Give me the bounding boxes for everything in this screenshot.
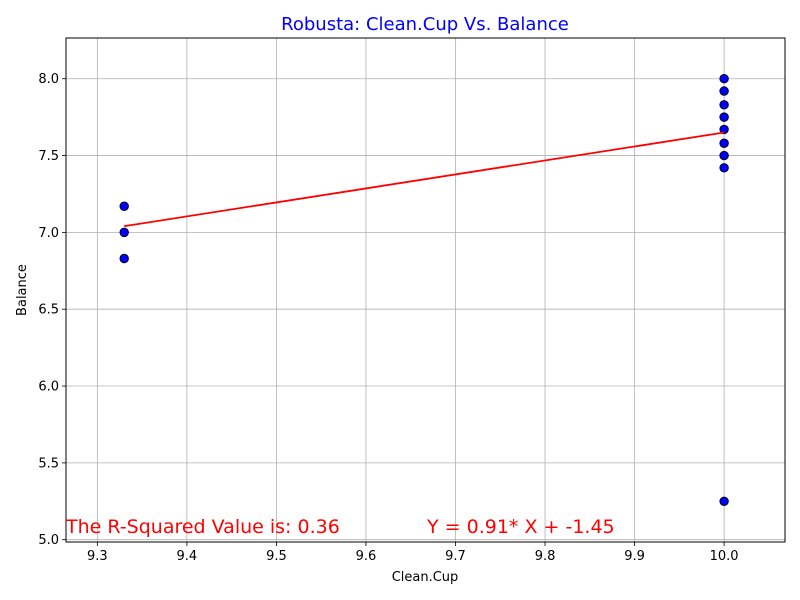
regression-equation-annotation: Y = 0.91* X + -1.45 xyxy=(426,516,615,538)
x-tick-label: 9.4 xyxy=(177,549,198,564)
data-points xyxy=(119,74,729,506)
x-tick-label: 9.9 xyxy=(624,549,645,564)
x-axis-label: Clean.Cup xyxy=(392,570,459,585)
data-point xyxy=(719,86,729,96)
y-tick-label: 7.0 xyxy=(38,226,59,241)
plot-area-frame xyxy=(65,37,786,543)
y-tick-label: 7.5 xyxy=(38,149,59,164)
regression-line xyxy=(124,131,725,228)
x-tick-label: 9.7 xyxy=(445,549,466,564)
x-tick-label: 10.0 xyxy=(710,549,739,564)
data-point xyxy=(719,100,729,110)
data-point xyxy=(719,496,729,506)
data-point xyxy=(719,74,729,84)
x-tick-label: 9.3 xyxy=(87,549,108,564)
y-axis-label: Balance xyxy=(15,264,30,316)
y-tick-labels: 5.0 5.5 6.0 6.5 7.0 7.5 8.0 xyxy=(38,72,59,548)
data-point xyxy=(719,124,729,135)
y-tick-label: 8.0 xyxy=(38,72,59,87)
data-point xyxy=(719,150,729,161)
x-tick-labels: 9.3 9.4 9.5 9.6 9.7 9.8 9.9 10.0 xyxy=(87,549,739,564)
y-tick-label: 5.5 xyxy=(38,456,59,471)
y-tick-label: 6.5 xyxy=(38,303,59,318)
data-point xyxy=(119,253,129,264)
data-point xyxy=(119,227,129,238)
data-point xyxy=(719,138,729,148)
data-point xyxy=(719,112,729,122)
y-tick-label: 6.0 xyxy=(38,380,59,395)
x-tick-label: 9.6 xyxy=(356,549,377,564)
r-squared-annotation: The R-Squared Value is: 0.36 xyxy=(65,516,340,538)
data-point xyxy=(119,201,129,211)
x-tick-label: 9.8 xyxy=(535,549,556,564)
axis-ticks xyxy=(62,78,725,546)
chart-title: Robusta: Clean.Cup Vs. Balance xyxy=(281,14,569,35)
x-tick-label: 9.5 xyxy=(266,549,287,564)
grid xyxy=(66,38,785,542)
data-point xyxy=(719,163,729,173)
y-tick-label: 5.0 xyxy=(38,533,59,548)
